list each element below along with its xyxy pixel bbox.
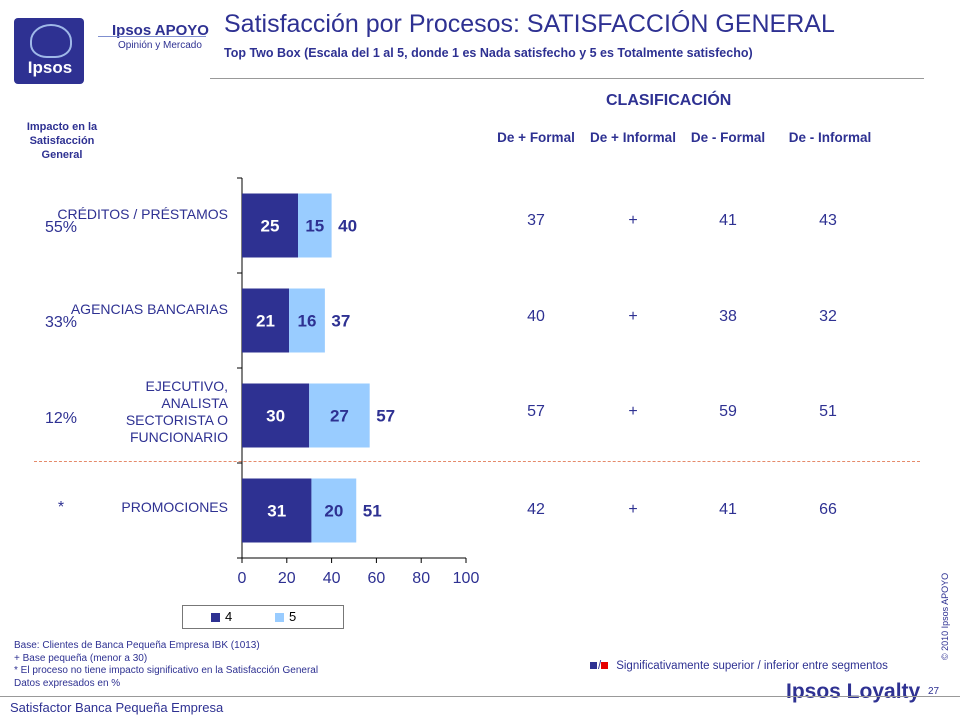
impact-value: 12% [44, 410, 78, 427]
bar-total-label: 40 [338, 217, 357, 236]
category-label: EJECUTIVO, ANALISTA SECTORISTA O FUNCION… [125, 378, 228, 445]
legend-label-4: 4 [225, 609, 233, 624]
bar-series-4 [242, 288, 290, 353]
ipsos-loyalty-logo: Ipsos Loyalty [786, 680, 921, 703]
bar-series-4 [242, 478, 312, 543]
classification-value: 38 [719, 308, 737, 325]
classification-value: + [628, 403, 638, 420]
classification-value: 57 [527, 403, 545, 420]
page-title: Satisfacción por Procesos: SATISFACCIÓN … [224, 10, 835, 38]
bar-data-label: 31 [267, 502, 286, 521]
bar-data-label: 15 [305, 217, 324, 236]
impact-value: 33% [44, 314, 78, 331]
title-divider [210, 78, 924, 79]
bar-data-label: 27 [330, 407, 349, 426]
chart-legend: 4 5 [182, 605, 344, 629]
footer-divider [0, 696, 960, 697]
classification-value: 59 [719, 403, 737, 420]
classification-value: + [628, 501, 638, 518]
classification-value: 42 [527, 501, 545, 518]
footer-text: Satisfactor Banca Pequeña Empresa [10, 700, 224, 715]
column-header-formal-plus: De + Formal [497, 130, 575, 145]
brand-divider [98, 36, 206, 37]
x-tick-label: 80 [412, 570, 430, 587]
classification-value: + [628, 212, 638, 229]
classification-value: + [628, 308, 638, 325]
brand-name: Ipsos APOYO [112, 22, 209, 39]
classification-value: 37 [527, 212, 545, 229]
footnote: + Base pequeña (menor a 30) [14, 652, 148, 664]
bar-total-label: 51 [363, 502, 382, 521]
legend-swatch-4 [211, 613, 220, 622]
x-tick-label: 20 [278, 570, 296, 587]
x-tick-label: 60 [368, 570, 386, 587]
significance-legend: / Significativamente superior / inferior … [590, 660, 888, 672]
significance-divider [34, 461, 920, 462]
classification-value: 40 [527, 308, 545, 325]
footnote: Base: Clientes de Banca Pequeña Empresa … [14, 640, 260, 651]
bar-data-label: 21 [256, 312, 275, 331]
classification-value: 41 [719, 501, 737, 518]
x-tick-label: 40 [323, 570, 341, 587]
brand-tagline: Opinión y Mercado [118, 40, 202, 51]
significance-up-icon [590, 662, 597, 670]
bar-series-5 [309, 383, 370, 448]
bar-data-label: 25 [261, 217, 280, 236]
bar-series-4 [242, 193, 298, 258]
bar-data-label: 20 [324, 502, 343, 521]
classification-value: 43 [819, 212, 837, 229]
x-tick-label: 100 [453, 570, 480, 587]
column-header-informal-minus: De - Informal [788, 130, 872, 145]
impact-value: * [57, 499, 65, 516]
bar-series-5 [289, 288, 325, 353]
column-header-formal-minus: De - Formal [690, 130, 766, 145]
significance-down-icon [601, 662, 609, 670]
significance-text: Significativamente superior / inferior e… [616, 660, 888, 672]
x-tick-label: 0 [238, 570, 247, 587]
category-label: PROMOCIONES [121, 499, 228, 515]
classification-title: CLASIFICACIÓN [606, 92, 732, 109]
bar-series-5 [311, 478, 357, 543]
classification-value: 51 [819, 403, 837, 420]
bar-data-label: 16 [297, 312, 316, 331]
bar-total-label: 37 [331, 312, 350, 331]
classification-value: 66 [819, 501, 837, 518]
footnote: * El proceso no tiene impacto significat… [14, 665, 319, 676]
copyright: © 2010 Ipsos APOYO [940, 572, 950, 660]
bar-total-label: 57 [376, 407, 395, 426]
classification-value: 41 [719, 212, 737, 229]
category-label: AGENCIAS BANCARIAS [70, 301, 228, 317]
impact-header: Impacto en la Satisfacción General [26, 121, 98, 161]
category-label: CRÉDITOS / PRÉSTAMOS [57, 206, 228, 222]
page-number: 27 [928, 686, 940, 697]
footnotes: Base: Clientes de Banca Pequeña Empresa … [14, 640, 318, 690]
column-header-informal-plus: De + Informal [590, 130, 676, 145]
footnote: Datos expresados en % [14, 677, 121, 689]
bar-series-5 [298, 193, 332, 258]
legend-swatch-5 [275, 613, 284, 622]
page-subtitle: Top Two Box (Escala del 1 al 5, donde 1 … [224, 46, 753, 60]
classification-value: 32 [819, 308, 837, 325]
bar-data-label: 30 [266, 407, 285, 426]
bar-series-4 [242, 383, 310, 448]
legend-label-5: 5 [289, 609, 297, 624]
logo-text: Ipsos [27, 58, 73, 77]
impact-value: 55% [44, 219, 78, 236]
logo-face-icon [30, 24, 72, 58]
